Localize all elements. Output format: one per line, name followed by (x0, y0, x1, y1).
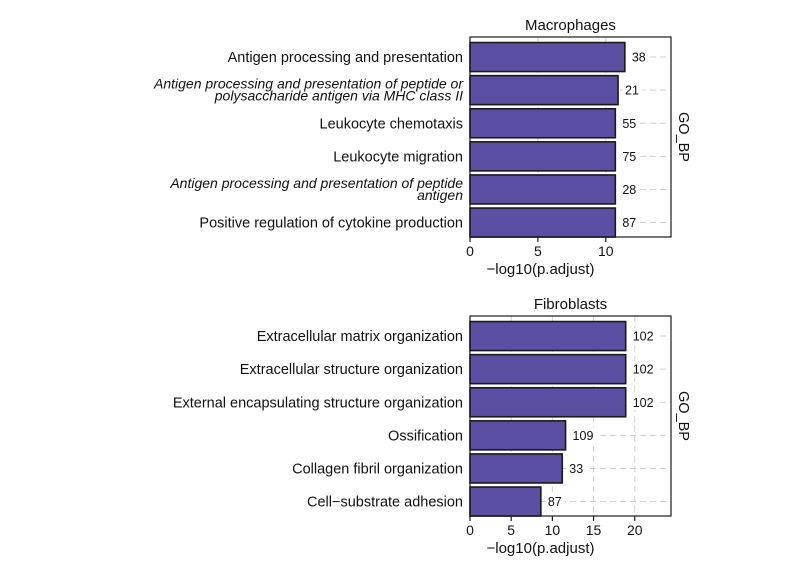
bar (469, 207, 617, 238)
bar (469, 353, 627, 385)
category-label: External encapsulating structure organiz… (173, 395, 463, 411)
bar (469, 74, 619, 106)
category-label: Leukocyte migration (333, 149, 463, 165)
bar (469, 320, 627, 352)
count-label: 38 (632, 51, 646, 65)
count-label-background (567, 460, 587, 477)
count-label-background (620, 181, 640, 198)
x-tick-label: 5 (534, 243, 542, 259)
bar (469, 141, 617, 172)
x-tick-label: 10 (598, 243, 614, 259)
count-label: 102 (633, 396, 654, 410)
count-label-background (630, 328, 658, 345)
count-label: 87 (548, 495, 562, 509)
count-label: 75 (622, 150, 636, 164)
panel-title: Fibroblasts (534, 296, 607, 313)
category-label: Collagen fibril organization (292, 461, 463, 477)
count-label-background (620, 214, 640, 231)
count-label: 33 (569, 462, 583, 476)
x-tick-label: 10 (545, 522, 561, 538)
bar (469, 420, 567, 451)
facet-label: GO_BP (675, 112, 691, 162)
count-label: 55 (622, 117, 636, 131)
bar (469, 486, 542, 517)
category-label: Positive regulation of cytokine producti… (199, 216, 463, 232)
count-label-background (630, 394, 658, 411)
count-label: 102 (633, 363, 654, 377)
count-label-background (620, 148, 640, 165)
plot-frame (469, 315, 672, 517)
x-axis-title: −log10(p.adjust) (487, 540, 595, 557)
count-label-background (630, 361, 658, 378)
category-label: Ossification (388, 428, 463, 444)
bar (469, 453, 564, 484)
count-label: 87 (622, 216, 636, 230)
category-label-line: antigen (417, 187, 463, 203)
fibroblasts-panel: Fibroblasts 102 Extracellular matrix organ… (173, 296, 691, 557)
x-tick-label: 15 (586, 522, 602, 538)
bar (469, 386, 627, 418)
category-label-line: Antigen processing and presentation of p… (153, 76, 464, 92)
facet-label: GO_BP (675, 391, 691, 441)
macrophages-panel: Macrophages 38 Antigen processing and pres… (153, 17, 691, 278)
count-label: 28 (622, 183, 636, 197)
category-label: Extracellular structure organization (240, 362, 463, 378)
count-label-background (629, 49, 650, 66)
x-tick-label: 5 (507, 522, 515, 538)
category-label: Extracellular matrix organization (257, 329, 463, 345)
category-label-line: polysaccharide antigen via MHC class II (214, 88, 463, 104)
panel-title: Macrophages (525, 17, 616, 34)
category-label: Leukocyte chemotaxis (320, 116, 463, 132)
count-label-background (545, 493, 566, 510)
category-label: Cell−substrate adhesion (307, 495, 463, 511)
plot-frame (469, 36, 672, 238)
count-label: 102 (633, 330, 654, 344)
x-tick-label: 0 (466, 522, 474, 538)
count-label: 21 (625, 84, 639, 98)
count-label-background (623, 82, 643, 99)
bar (469, 107, 617, 139)
bar (469, 41, 626, 73)
count-label-background (570, 427, 598, 444)
x-axis-title: −log10(p.adjust) (487, 261, 595, 278)
count-label: 109 (573, 429, 594, 443)
category-label: Antigen processing and presentation (228, 50, 463, 66)
count-label-background (620, 115, 640, 132)
bar (469, 174, 617, 205)
x-tick-label: 20 (627, 522, 643, 538)
x-tick-label: 0 (466, 243, 474, 259)
category-label-line: Antigen processing and presentation of p… (169, 175, 463, 191)
